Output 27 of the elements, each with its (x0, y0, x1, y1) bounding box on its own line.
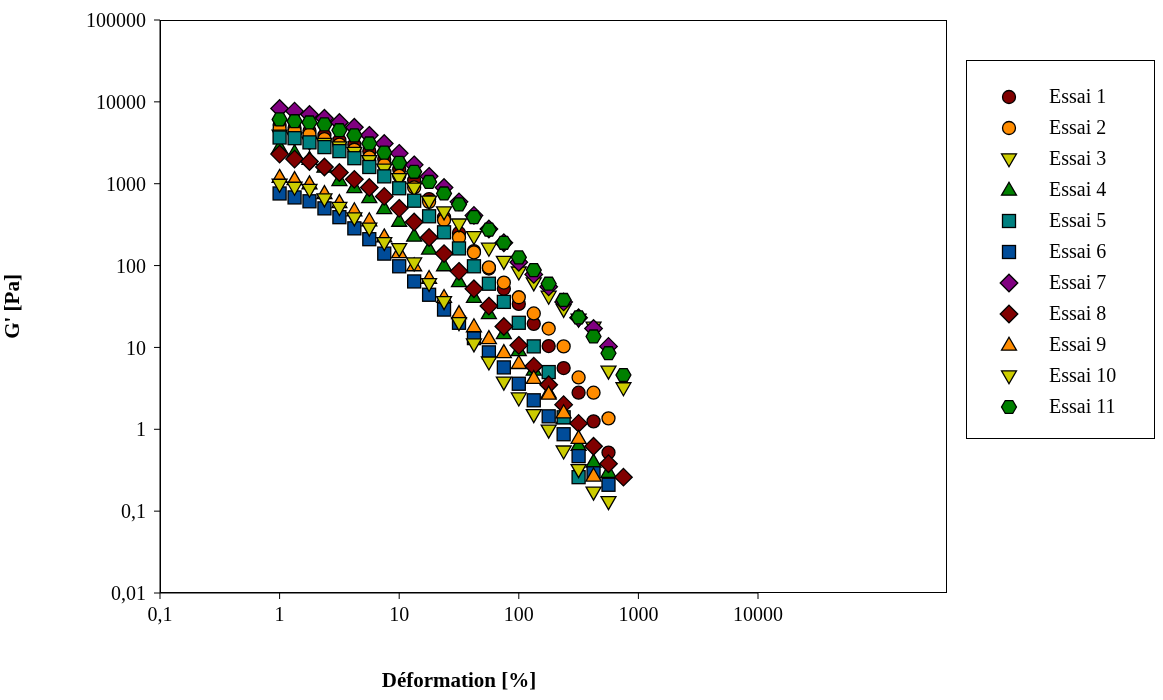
legend-label: Essai 2 (1049, 116, 1107, 139)
legend-label: Essai 11 (1049, 395, 1116, 418)
y-tick-label: 10 (126, 336, 146, 359)
legend-label: Essai 7 (1049, 271, 1107, 294)
y-tick-label: 100000 (86, 9, 146, 32)
legend-label: Essai 5 (1049, 209, 1107, 232)
x-tick-label: 10000 (733, 603, 783, 626)
y-tick-label: 1 (136, 418, 146, 441)
y-axis-title: G' [Pa] (0, 274, 25, 339)
legend-label: Essai 1 (1049, 85, 1107, 108)
x-tick-label: 1000 (618, 603, 659, 626)
y-tick-label: 0,01 (111, 582, 146, 605)
x-tick-label: 0,1 (147, 603, 173, 626)
y-tick-label: 1000 (106, 172, 146, 195)
legend-label: Essai 4 (1049, 178, 1107, 201)
y-tick-label: 0,1 (121, 500, 146, 523)
y-tick-label: 10000 (96, 90, 146, 113)
x-tick-label: 1 (274, 603, 285, 626)
x-tick-label: 10 (389, 603, 410, 626)
x-axis-title: Déformation [%] (381, 668, 537, 692)
legend-label: Essai 8 (1049, 302, 1107, 325)
legend-label: Essai 6 (1049, 240, 1107, 263)
y-tick-label: 100 (116, 254, 146, 277)
legend-label: Essai 3 (1049, 147, 1107, 170)
legend-label: Essai 10 (1049, 364, 1117, 387)
x-tick-label: 100 (503, 603, 534, 626)
legend-label: Essai 9 (1049, 333, 1107, 356)
